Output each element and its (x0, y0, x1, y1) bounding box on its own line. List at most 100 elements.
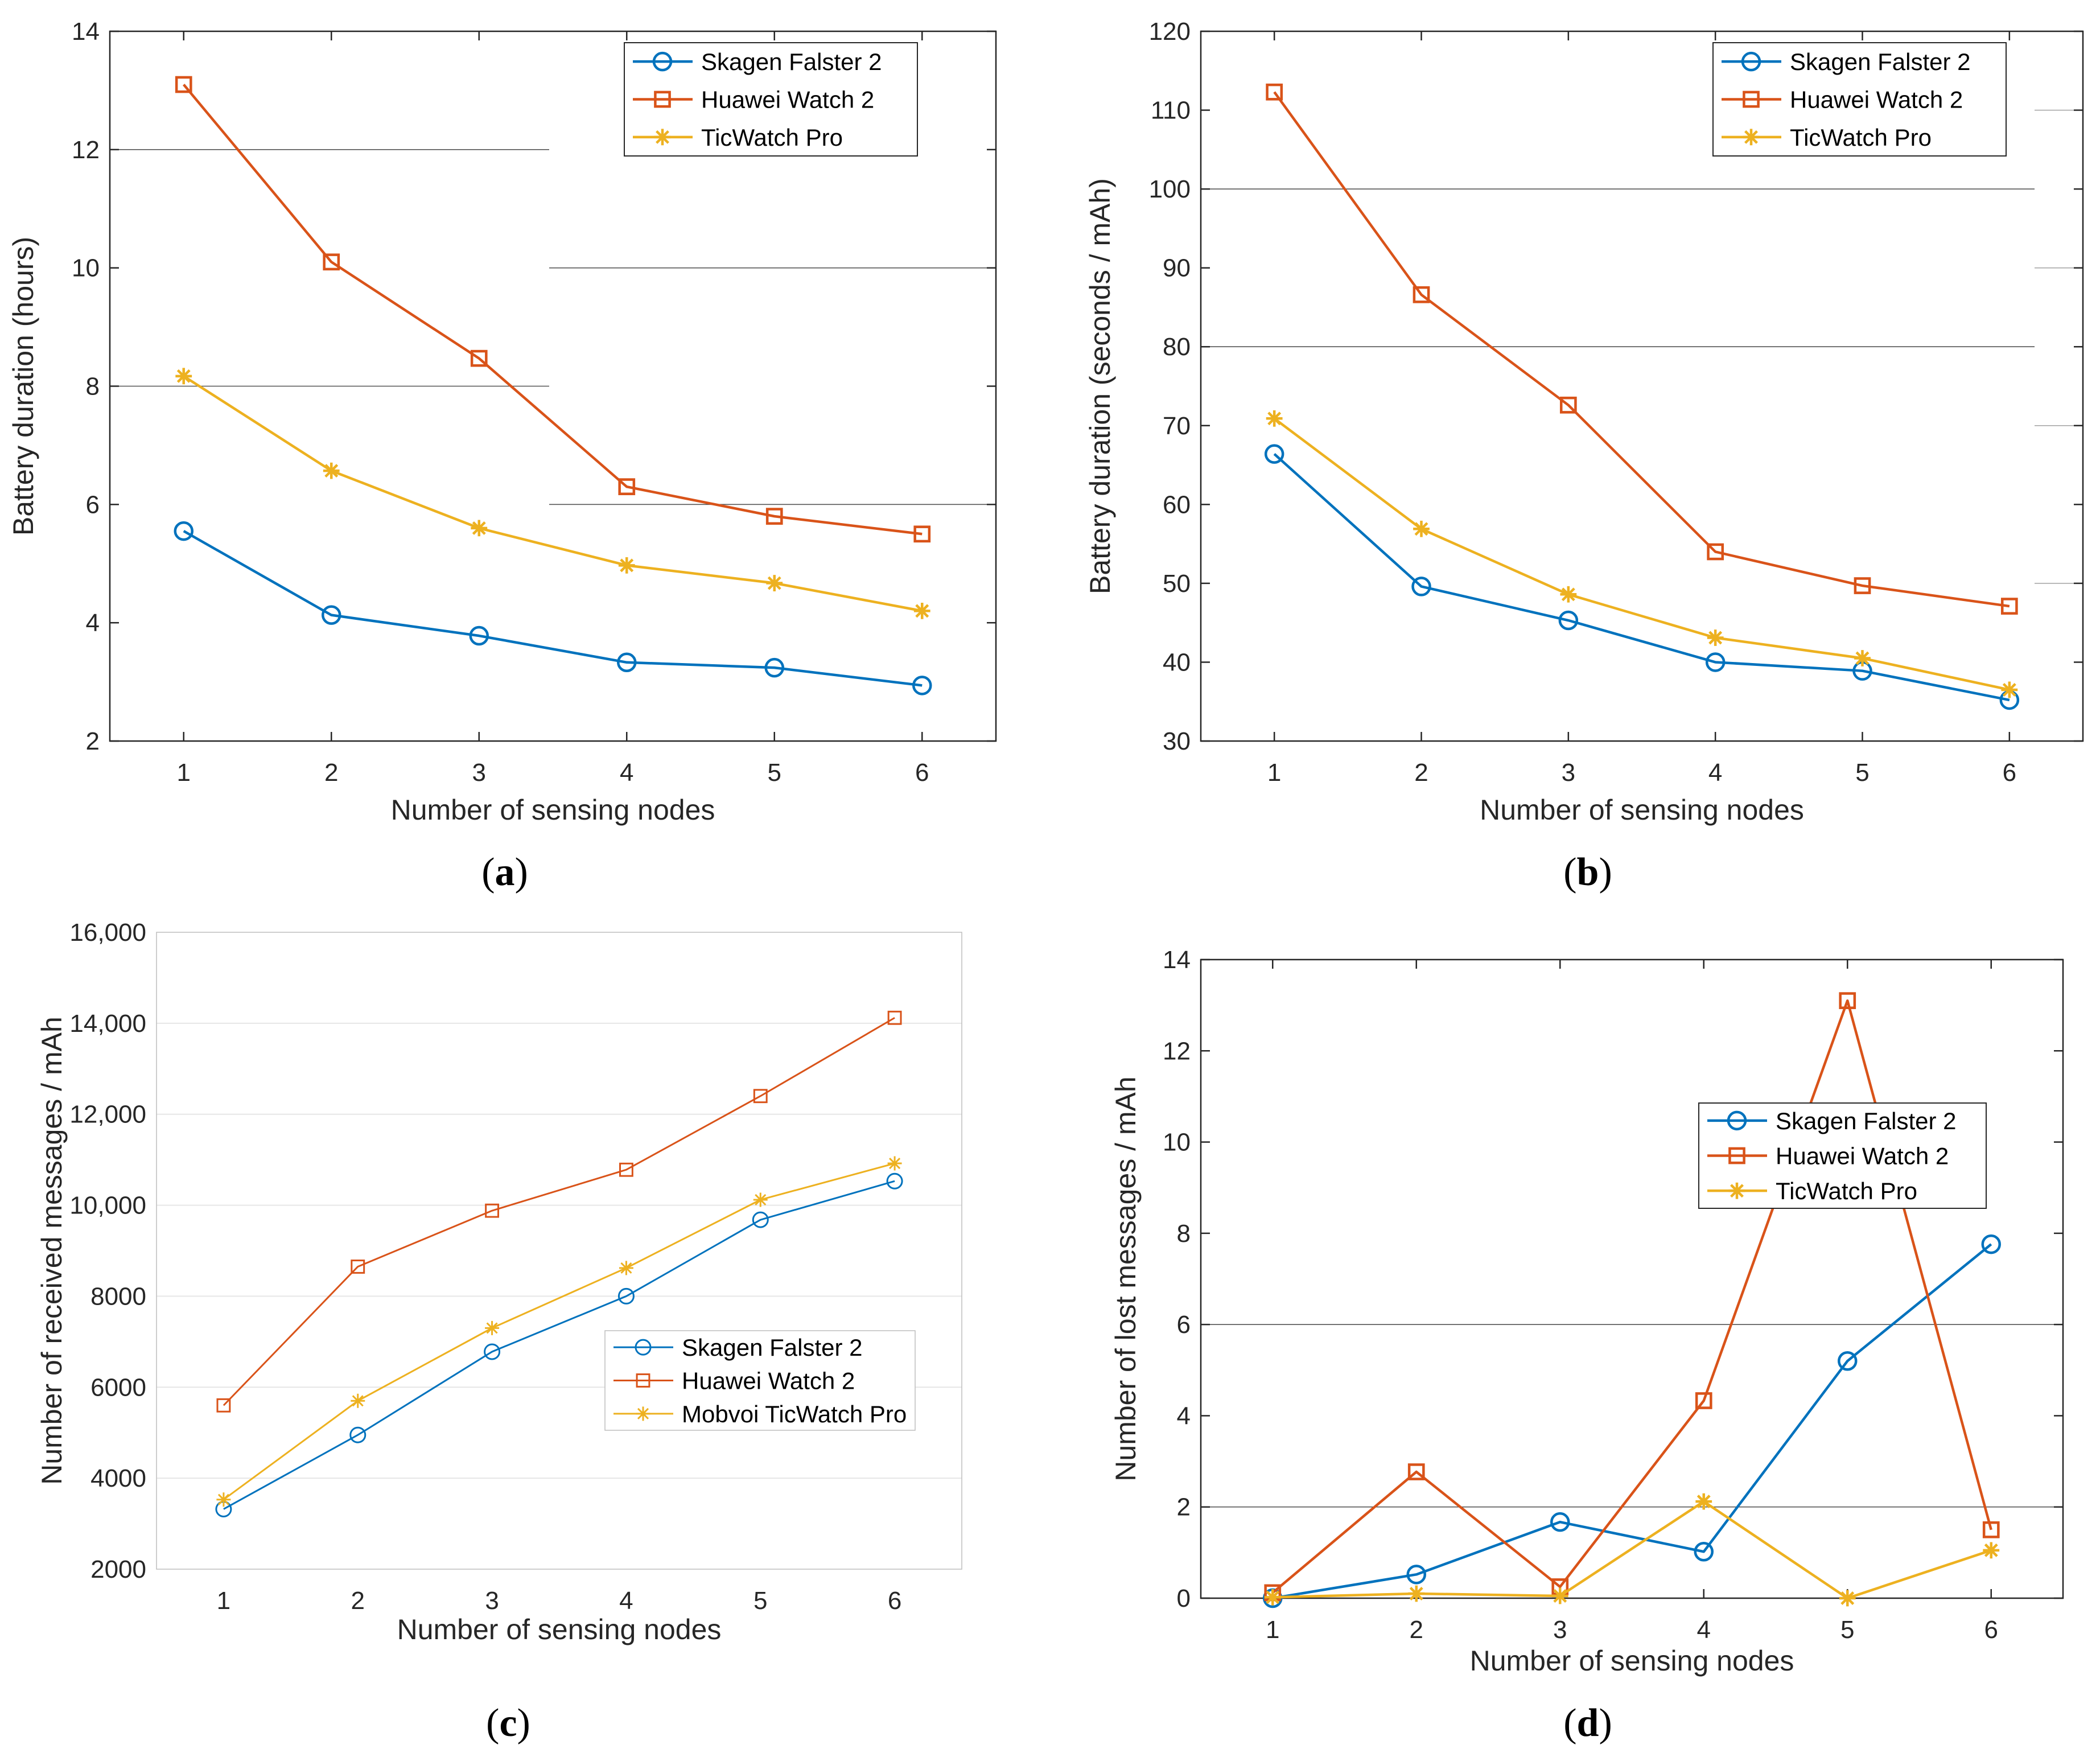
x-tick-label: 3 (472, 759, 486, 787)
data-point-asterisk (1695, 1493, 1712, 1510)
series-line (223, 1180, 895, 1510)
legend-entry-label: Skagen Falster 2 (1790, 48, 1971, 75)
data-point-square (1695, 1392, 1712, 1409)
data-point-asterisk (766, 575, 783, 591)
x-tick-label: 4 (1697, 1616, 1711, 1644)
y-axis-label: Battery duration (hours) (7, 237, 39, 536)
caption-open-paren: ( (1563, 850, 1576, 894)
data-point-circle (484, 1343, 501, 1360)
data-point-circle (322, 605, 341, 625)
x-tick-label: 2 (1410, 1616, 1423, 1644)
data-point-asterisk (351, 1393, 365, 1408)
y-tick-label: 2 (86, 727, 100, 755)
y-tick-label: 6 (1177, 1311, 1191, 1339)
legend-entry-label: TicWatch Pro (1776, 1178, 1917, 1204)
legend-marker-asterisk (636, 1406, 650, 1421)
data-point-square (618, 478, 636, 496)
y-tick-label: 6000 (90, 1373, 146, 1401)
data-point-asterisk (216, 1492, 231, 1507)
x-tick-label: 6 (2003, 759, 2016, 787)
data-point-asterisk (1707, 629, 1724, 646)
y-axis-label: Number of received messages / mAh (36, 1017, 68, 1485)
data-point-square (1854, 577, 1871, 594)
x-axis-label: Number of sensing nodes (397, 1614, 722, 1645)
data-point-asterisk (175, 368, 192, 385)
x-tick-label: 5 (1855, 759, 1869, 787)
y-tick-label: 120 (1149, 18, 1191, 46)
data-point-asterisk (323, 462, 340, 479)
x-tick-label: 4 (1708, 759, 1722, 787)
data-point-asterisk (1266, 410, 1283, 427)
legend: Skagen Falster 2 Huawei Watch 2 TicWatch P… (1698, 1102, 1987, 1209)
data-point-square (216, 1398, 231, 1413)
subfigure-caption: (b) (1563, 850, 1612, 894)
y-tick-label: 50 (1163, 570, 1191, 598)
x-tick-label: 1 (177, 759, 191, 787)
y-tick-label: 110 (1151, 97, 1191, 125)
caption-open-paren: ( (481, 850, 495, 894)
y-tick-label: 10 (1163, 1129, 1191, 1157)
legend-entry-label: Skagen Falster 2 (682, 1334, 863, 1361)
x-tick-label: 1 (1267, 759, 1281, 787)
legend-entry-label: Skagen Falster 2 (701, 48, 882, 75)
plot-area (157, 932, 962, 1569)
data-point-circle (469, 626, 489, 646)
data-point-square (765, 508, 783, 525)
x-axis-label: Number of sensing nodes (1480, 794, 1804, 826)
x-axis-label: Number of sensing nodes (1470, 1645, 1794, 1677)
series-line (1272, 1243, 1992, 1600)
legend-marker-asterisk (654, 129, 671, 146)
legend-entry-label: TicWatch Pro (1790, 124, 1932, 151)
y-tick-label: 12 (1163, 1037, 1191, 1065)
series-line (1273, 1500, 1992, 1600)
data-point-square (887, 1010, 902, 1025)
axes-box (1200, 30, 2084, 742)
data-point-square (485, 1203, 500, 1218)
data-point-square (323, 253, 340, 271)
data-point-square (175, 76, 192, 93)
data-point-circle (1838, 1351, 1858, 1371)
legend: Skagen Falster 2 Huawei Watch 2 Mobvoi Tic… (604, 1330, 916, 1431)
y-tick-label: 8 (86, 373, 100, 401)
x-tick-label: 4 (619, 1587, 633, 1615)
x-tick-label: 5 (1840, 1616, 1854, 1644)
x-tick-label: 5 (753, 1587, 767, 1615)
data-point-square (1839, 992, 1856, 1009)
axes-box (1200, 958, 2064, 1599)
x-tick-label: 3 (1562, 759, 1575, 787)
legend-entry-label: TicWatch Pro (701, 124, 843, 151)
legend-marker-square (1728, 1147, 1745, 1164)
caption-letter: d (1577, 1701, 1599, 1745)
series-line (1271, 999, 1992, 1594)
x-tick-label: 2 (324, 759, 338, 787)
data-point-circle (1411, 577, 1431, 596)
chart-c: 2000 4000 6000 8000 10,000 12,000 14,000 16,000… (36, 919, 962, 1745)
caption-close-paren: ) (1599, 1701, 1612, 1745)
y-tick-label: 8000 (90, 1282, 146, 1310)
x-tick-label: 2 (351, 1587, 365, 1615)
series-huawei-watch-2 (216, 1010, 902, 1413)
caption-close-paren: ) (517, 1701, 530, 1745)
caption-letter: c (499, 1701, 517, 1745)
y-tick-label: 14 (72, 18, 100, 46)
series-line (183, 530, 923, 687)
data-point-asterisk (1560, 586, 1577, 603)
series-line (223, 1017, 895, 1406)
data-point-circle (752, 1211, 769, 1228)
legend-marker-asterisk (1728, 1182, 1745, 1199)
data-point-asterisk (1983, 1542, 2000, 1559)
data-point-asterisk (753, 1192, 768, 1207)
subfigure-caption: (d) (1563, 1701, 1612, 1745)
y-tick-label: 2 (1177, 1493, 1191, 1521)
y-tick-label: 16,000 (69, 919, 146, 947)
caption-open-paren: ( (486, 1701, 499, 1745)
y-tick-label: 4 (1177, 1402, 1191, 1430)
data-point-circle (617, 652, 637, 673)
y-tick-label: 100 (1149, 175, 1191, 203)
legend-entry-label: Mobvoi TicWatch Pro (682, 1401, 907, 1427)
series-line (1273, 91, 2010, 608)
data-point-square (1707, 543, 1724, 561)
